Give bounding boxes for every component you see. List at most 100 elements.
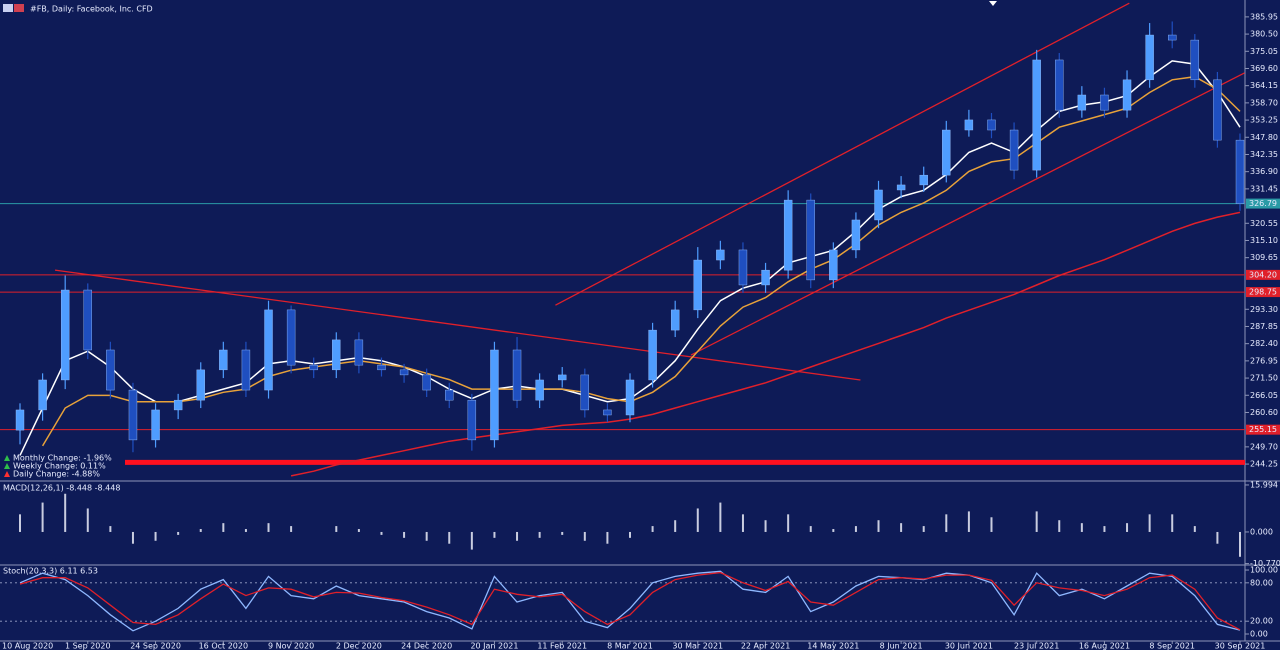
stoch-line <box>19 570 1241 632</box>
change-annotation: Monthly Change: -1.96% <box>13 454 112 463</box>
y-tick-label: 276.95 <box>1250 356 1278 365</box>
candle-body <box>354 339 364 366</box>
x-tick-label: 24 Dec 2020 <box>401 642 452 650</box>
level-label-box <box>1246 424 1280 435</box>
candle-body <box>512 349 522 401</box>
candle-body <box>1055 59 1064 111</box>
y-tick-label: 293.30 <box>1250 305 1278 314</box>
candle-body <box>399 369 409 376</box>
candle-body <box>264 309 273 391</box>
candle-body <box>1145 34 1154 81</box>
stoch-line <box>19 571 1241 631</box>
trendline <box>690 72 1245 356</box>
candle-body <box>738 249 748 286</box>
candle-body <box>851 219 861 251</box>
x-tick-label: 30 Sep 2021 <box>1215 642 1266 650</box>
change-icon <box>4 471 10 477</box>
y-tick-label: 385.95 <box>1250 12 1278 21</box>
candle-body <box>422 374 431 391</box>
current-price-label: 326.79 <box>1249 199 1277 208</box>
candle-body <box>196 369 205 401</box>
y-tick-label: 309.65 <box>1250 253 1278 262</box>
y-tick-label: 353.25 <box>1250 116 1278 125</box>
candle-body <box>1213 79 1222 141</box>
candle-body <box>580 374 590 411</box>
y-tick-label: -10.770 <box>1250 559 1280 568</box>
candle-body <box>716 249 725 261</box>
stoch-title: Stoch(20,3,3) 6.11 6.53 <box>3 567 98 576</box>
candle-body <box>783 199 793 271</box>
candle-body <box>173 399 183 411</box>
candle-body <box>1009 129 1019 171</box>
candle-body <box>128 389 138 441</box>
x-tick-label: 20 Jan 2021 <box>470 642 518 650</box>
candle-body <box>625 379 635 416</box>
y-tick-label: 331.45 <box>1250 184 1278 193</box>
level-label-box <box>1246 269 1280 280</box>
candle-body <box>693 259 702 311</box>
x-tick-label: 14 May 2021 <box>807 642 859 650</box>
y-tick-label: 80.00 <box>1250 578 1273 587</box>
candle-body <box>309 364 318 371</box>
candle-body <box>83 289 92 351</box>
candle-body <box>219 349 228 371</box>
shift-marker <box>989 1 997 6</box>
candle-body <box>964 119 974 131</box>
y-tick-label: 282.40 <box>1250 339 1278 348</box>
y-tick-label: 380.50 <box>1250 30 1278 39</box>
candle-body <box>286 309 296 366</box>
y-tick-label: 100.00 <box>1250 566 1278 575</box>
x-tick-label: 24 Sep 2020 <box>130 642 181 650</box>
x-tick-label: 22 Apr 2021 <box>741 642 790 650</box>
x-tick-label: 8 Jun 2021 <box>880 642 923 650</box>
trendline <box>555 2 1130 306</box>
candle-body <box>106 349 115 391</box>
change-icon <box>4 463 10 469</box>
y-tick-label: 358.70 <box>1250 98 1278 107</box>
y-tick-label: 0.00 <box>1250 629 1268 638</box>
candle-body <box>60 289 70 381</box>
candle-body <box>942 129 951 176</box>
x-tick-label: 23 Jul 2021 <box>1014 642 1059 650</box>
candle-body <box>987 119 996 131</box>
y-tick-label: 364.15 <box>1250 81 1278 90</box>
candle-body <box>1235 139 1245 204</box>
moving-average <box>290 211 1241 477</box>
candle-body <box>332 339 341 371</box>
x-tick-label: 8 Sep 2021 <box>1149 642 1195 650</box>
candle-body <box>761 269 770 286</box>
chart-title: #FB, Daily: Facebook, Inc. CFD <box>30 5 153 14</box>
x-tick-label: 30 Jun 2021 <box>945 642 993 650</box>
candle-body <box>874 189 883 221</box>
candle-body <box>670 309 680 331</box>
candle-body <box>467 399 477 441</box>
candle-body <box>648 329 657 381</box>
x-tick-label: 2 Dec 2020 <box>336 642 382 650</box>
current-price-box <box>1246 198 1280 209</box>
x-tick-label: 30 Mar 2021 <box>672 642 723 650</box>
candle-body <box>829 249 838 281</box>
x-tick-label: 8 Mar 2021 <box>607 642 653 650</box>
y-tick-label: 20.00 <box>1250 617 1273 626</box>
x-tick-label: 16 Aug 2021 <box>1079 642 1130 650</box>
candle-body <box>896 184 906 191</box>
y-tick-label: 369.60 <box>1250 64 1278 73</box>
candle-body <box>1100 94 1109 111</box>
candle-body <box>535 379 544 401</box>
level-label: 304.20 <box>1249 270 1277 279</box>
y-tick-label: 260.60 <box>1250 408 1278 417</box>
candle-body <box>377 364 386 371</box>
y-tick-label: 244.25 <box>1250 460 1278 469</box>
candle-body <box>15 409 25 431</box>
flag-icon <box>3 4 13 12</box>
y-tick-label: 266.05 <box>1250 391 1278 400</box>
y-tick-label: 287.85 <box>1250 322 1278 331</box>
y-tick-label: 336.90 <box>1250 167 1278 176</box>
candle-body <box>1032 59 1041 171</box>
x-tick-label: 11 Feb 2021 <box>537 642 587 650</box>
y-tick-label: 375.05 <box>1250 47 1278 56</box>
level-label: 255.15 <box>1249 425 1277 434</box>
